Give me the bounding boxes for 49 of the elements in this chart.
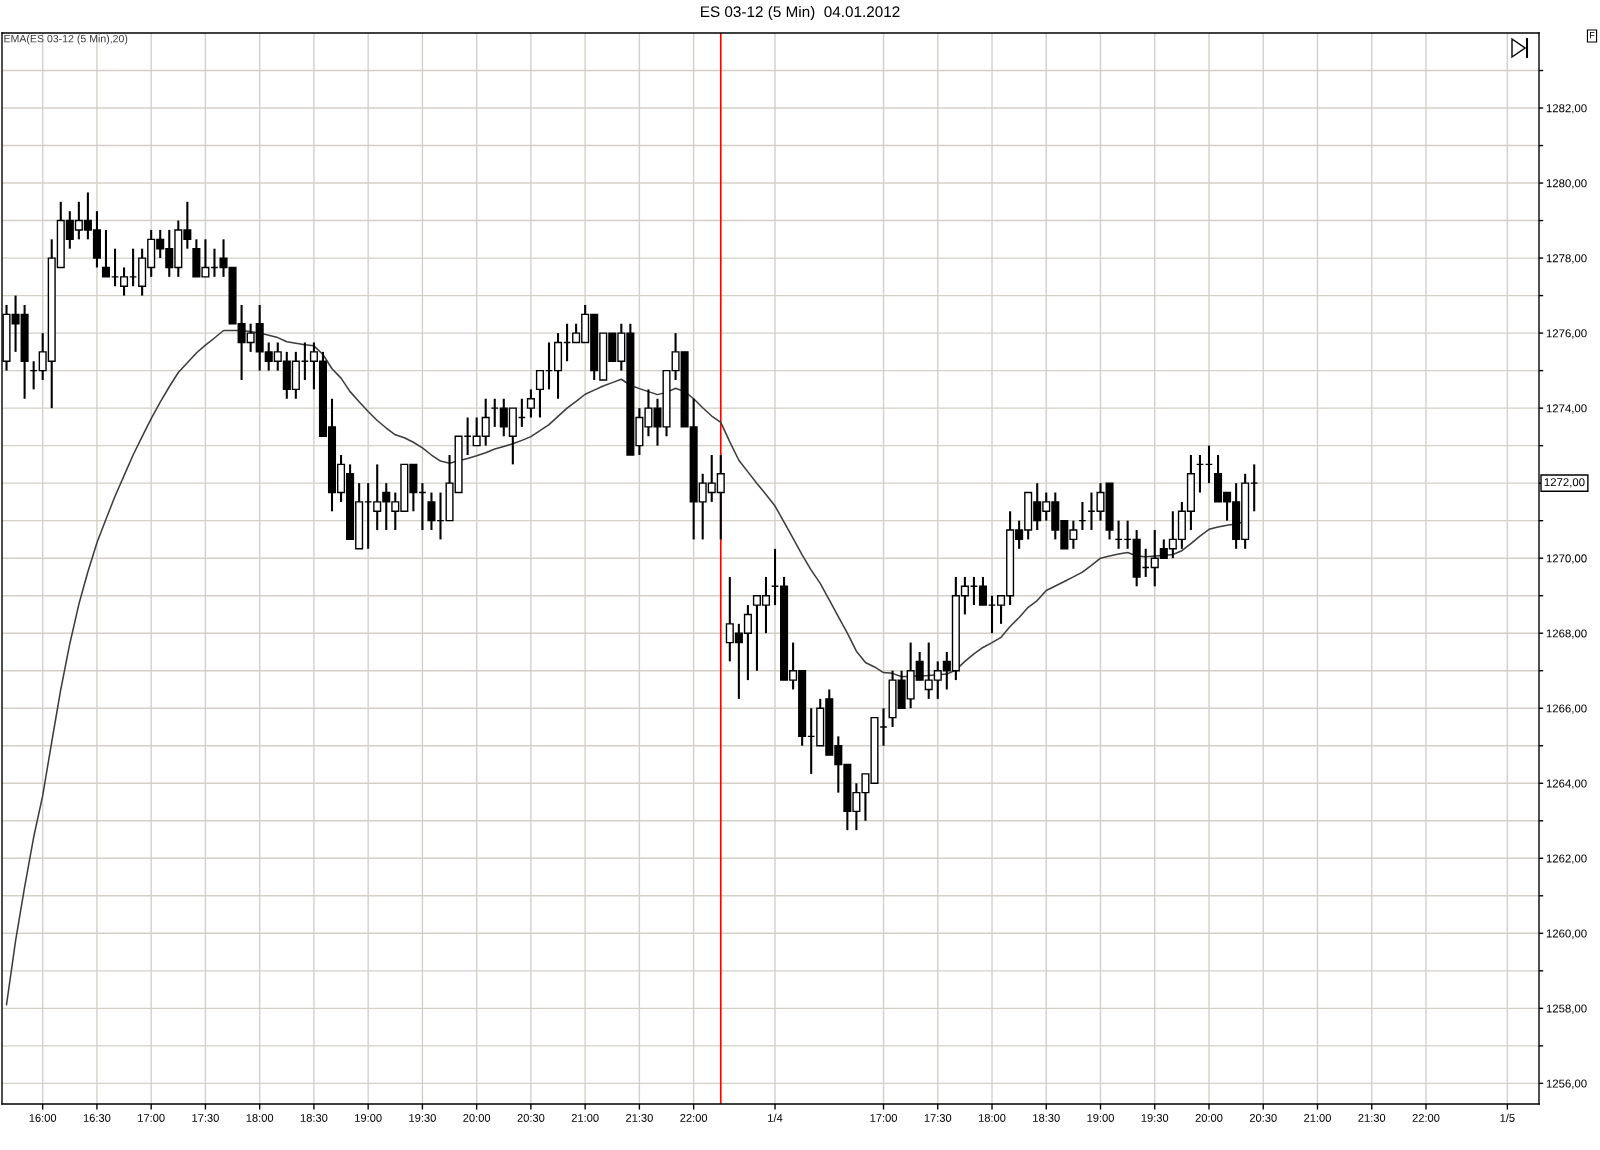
x-tick-label: 16:30: [83, 1114, 111, 1122]
x-tick-label: 17:30: [924, 1114, 952, 1122]
x-tick-label: 18:00: [978, 1114, 1006, 1122]
candlestick: [978, 575, 988, 607]
y-tick-label: 1268,00: [1546, 629, 1587, 639]
chart-title: ES 03-12 (5 Min) 04.01.2012: [701, 5, 900, 21]
x-tick-label: 20:30: [517, 1114, 545, 1122]
candlestick: [101, 228, 111, 278]
y-tick-label: 1258,00: [1546, 1004, 1587, 1014]
x-tick-label: 19:30: [1141, 1114, 1169, 1122]
x-tick-label: 18:30: [300, 1114, 328, 1122]
x-tick-label: 18:00: [246, 1114, 274, 1122]
x-tick-label: 1/5: [1500, 1113, 1515, 1122]
y-tick-label: 1256,00: [1546, 1079, 1587, 1089]
x-tick-label: 16:00: [29, 1114, 57, 1122]
text: EMA(ES 03-12 (5 Min),20): [4, 34, 128, 45]
y-tick-label: 1276,00: [1546, 329, 1587, 339]
x-tick-label: 20:00: [463, 1114, 491, 1122]
y-tick-label: 1266,00: [1546, 704, 1587, 714]
y-tick-label: 1264,00: [1546, 779, 1587, 789]
x-tick-label: 17:00: [870, 1114, 897, 1122]
candlestick: [120, 266, 129, 297]
candlestick: [427, 491, 436, 532]
x-tick-label: 19:30: [409, 1114, 436, 1122]
x-tick-label: 19:00: [355, 1114, 382, 1122]
x-tick-label: 20:30: [1249, 1114, 1277, 1122]
text: F: [1589, 32, 1595, 39]
x-tick-label: 20:00: [1195, 1114, 1223, 1122]
y-tick-label: 1274,00: [1546, 404, 1587, 414]
candlestick: [526, 388, 535, 419]
x-tick-label: 21:00: [571, 1114, 599, 1122]
x-tick-label: 21:00: [1304, 1114, 1331, 1122]
y-tick-label: 1260,00: [1546, 929, 1587, 939]
x-tick-label: 19:00: [1087, 1114, 1114, 1122]
text: 1272,00: [1544, 478, 1585, 488]
x-tick-label: 1/4: [768, 1113, 783, 1122]
x-tick-label: 18:30: [1033, 1114, 1060, 1122]
y-tick-label: 1270,00: [1546, 554, 1587, 564]
x-tick-label: 17:30: [192, 1114, 219, 1122]
y-tick-label: 1278,00: [1546, 254, 1587, 264]
y-tick-label: 1280,00: [1546, 179, 1587, 189]
y-tick-label: 1282,00: [1546, 104, 1587, 114]
x-tick-label: 21:30: [626, 1114, 653, 1122]
x-tick-label: 17:00: [138, 1114, 165, 1122]
x-tick-label: 21:30: [1358, 1114, 1386, 1122]
candlestick: [535, 369, 544, 419]
x-tick-label: 22:00: [1412, 1114, 1440, 1122]
y-tick-label: 1262,00: [1546, 854, 1587, 864]
x-tick-label: 22:00: [680, 1114, 708, 1122]
